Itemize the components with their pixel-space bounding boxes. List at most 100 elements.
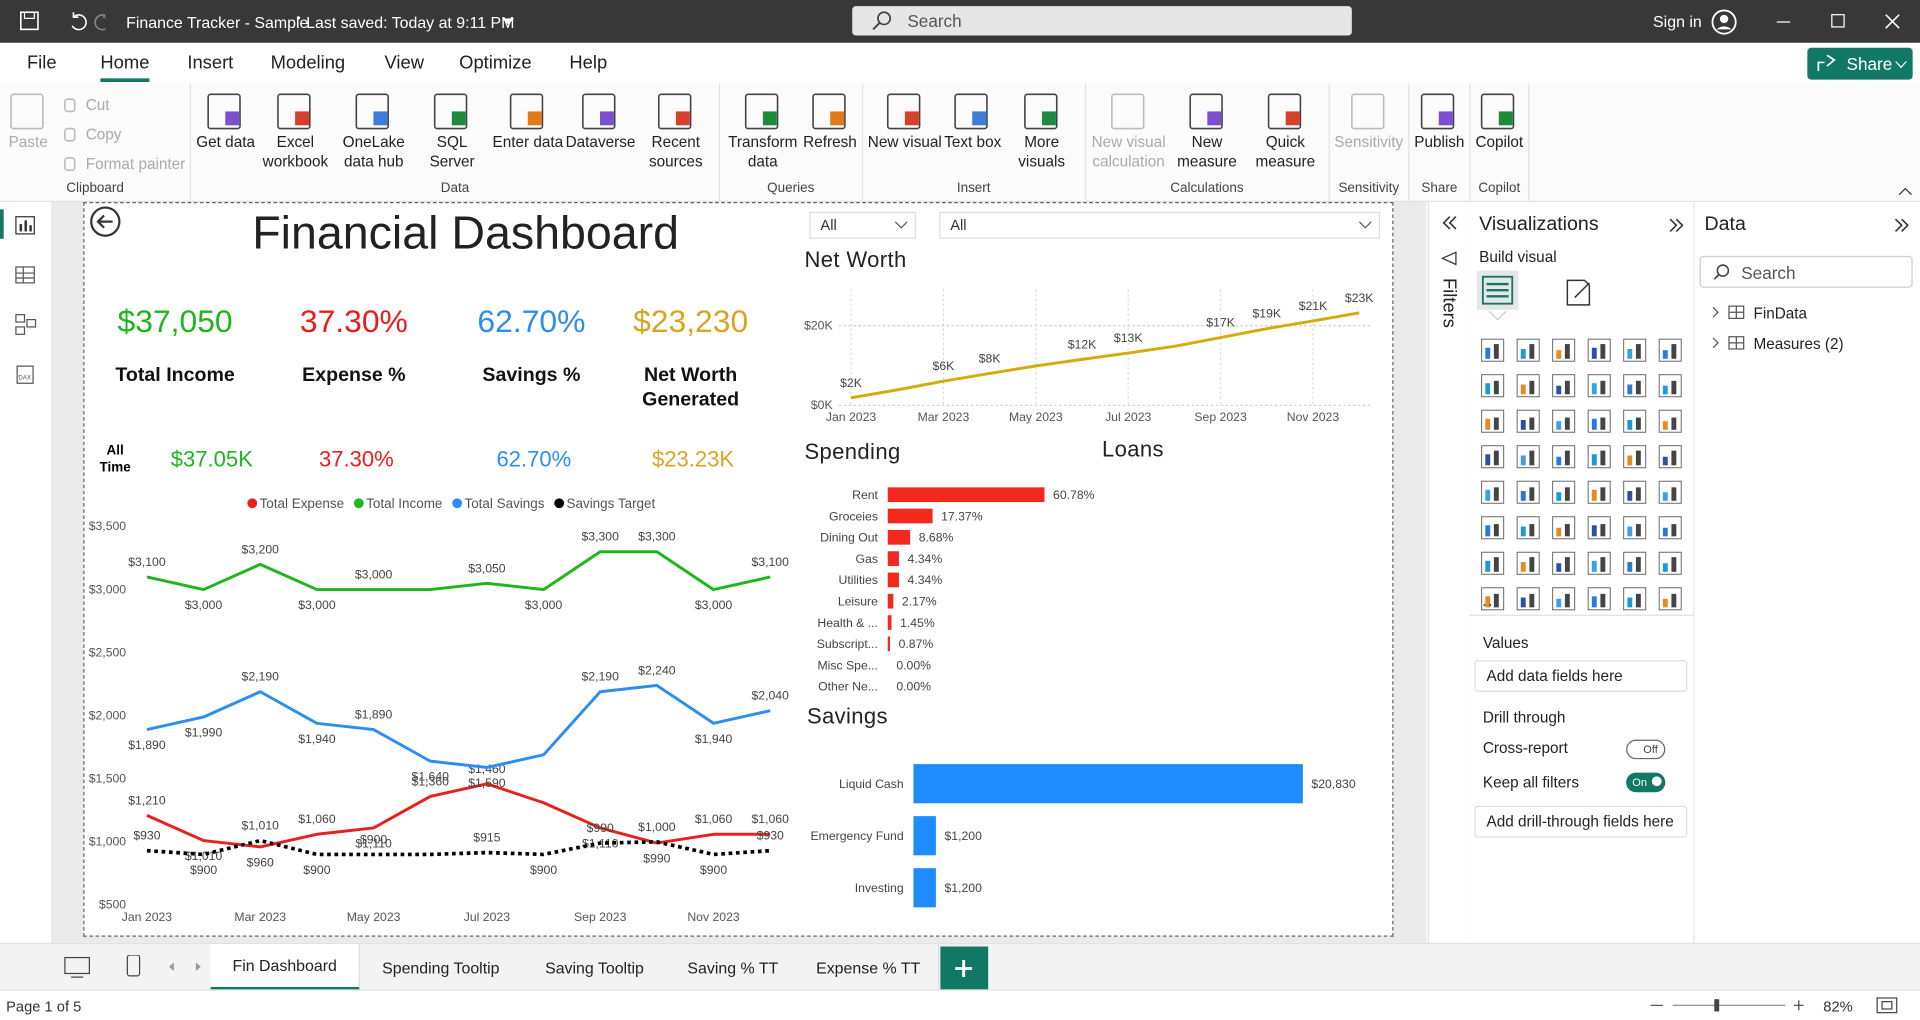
visual-icon[interactable] [1552,480,1576,504]
ribbon-button[interactable]: Enter data [493,91,563,182]
visual-icon[interactable] [1658,587,1682,611]
visual-icon[interactable] [1516,480,1540,504]
visual-icon[interactable] [1658,551,1682,575]
visual-icon[interactable] [1516,516,1540,540]
visual-icon[interactable] [1623,516,1647,540]
visual-icon[interactable] [1552,516,1576,540]
ribbon-button[interactable]: Publish [1414,91,1464,182]
visual-icon[interactable] [1658,445,1682,469]
visual-icon[interactable] [1516,551,1540,575]
add-page[interactable] [940,946,989,991]
page-tab[interactable]: Fin Dashboard [210,944,361,991]
menu-tab[interactable]: Optimize [459,52,532,74]
dropdown-arrow[interactable] [502,17,515,27]
page-tab[interactable]: Saving Tooltip [521,944,669,991]
visual-icon[interactable] [1552,338,1576,362]
small-button[interactable]: Copy [61,120,185,149]
visual-icon[interactable] [1481,445,1505,469]
visual-icon[interactable] [1552,587,1576,611]
toggle-on[interactable]: On [1626,772,1666,793]
ribbon-button[interactable]: Dataverse [566,91,635,182]
collapse-ribbon[interactable] [1898,186,1913,196]
ribbon-button[interactable]: Text box [944,91,1001,182]
ribbon-button[interactable]: Paste [5,91,52,182]
collapse-icon[interactable] [1441,216,1458,231]
visual-icon[interactable] [1481,480,1505,504]
menu-tab[interactable]: Insert [187,52,234,74]
ribbon-button[interactable]: Refresh [803,91,857,182]
visual-icon[interactable] [1623,480,1647,504]
visual-icon[interactable] [1587,374,1611,398]
ribbon-button[interactable]: New measure [1169,91,1245,182]
visual-icon[interactable] [1516,587,1540,611]
menu-tab[interactable]: Help [569,52,608,74]
visual-icon[interactable] [1481,338,1505,362]
visual-icon[interactable] [1623,374,1647,398]
ribbon-button[interactable]: New visual calculation [1091,91,1167,182]
visual-icon[interactable] [1481,551,1505,575]
table-name[interactable]: FinData [1753,304,1808,323]
avatar[interactable] [1711,9,1738,36]
visual-icon[interactable] [1516,445,1540,469]
visual-icon[interactable] [1552,409,1576,433]
visual-icon[interactable] [1552,551,1576,575]
ribbon-button[interactable]: Quick measure [1247,91,1323,182]
build-mode-icons[interactable] [1476,270,1612,325]
menu-tab[interactable]: File [26,52,57,74]
visual-icon[interactable] [1658,338,1682,362]
visual-icon[interactable] [1623,338,1647,362]
menu-tab[interactable]: Modeling [270,52,346,74]
ribbon-button[interactable]: SQL Server [414,91,490,182]
visual-icon[interactable] [1623,587,1647,611]
search-box[interactable]: Search [852,6,1352,36]
visual-icon[interactable] [1587,551,1611,575]
visual-icon[interactable] [1587,587,1611,611]
visual-icon[interactable] [1587,445,1611,469]
ribbon-button[interactable]: More visuals [1004,91,1080,182]
drop-well[interactable]: Add drill-through fields here [1474,805,1688,838]
menu-tab[interactable]: Home [100,52,150,74]
ribbon-button[interactable]: OneLake data hub [336,91,412,182]
visual-icon[interactable] [1481,587,1505,611]
visual-icon[interactable] [1481,516,1505,540]
expand-icon[interactable] [1893,218,1910,233]
page-tab[interactable]: Spending Tooltip [360,944,523,991]
share-button[interactable]: Share [1807,47,1913,80]
window-controls[interactable] [1776,12,1911,32]
page-tab[interactable]: Expense % TT [798,944,940,991]
visual-icon[interactable] [1623,551,1647,575]
visual-icon[interactable] [1658,516,1682,540]
small-button[interactable]: Format painter [61,149,185,178]
visual-icon[interactable] [1587,480,1611,504]
visual-icon[interactable] [1658,374,1682,398]
visual-icon[interactable] [1516,338,1540,362]
drop-well[interactable]: Add data fields here [1474,660,1688,692]
menu-tab[interactable]: View [384,52,424,74]
ribbon-button[interactable]: Transform data [725,91,801,182]
visual-icon[interactable] [1552,374,1576,398]
visual-icon[interactable] [1658,409,1682,433]
page-tab[interactable]: Saving % TT [667,944,800,991]
ribbon-button[interactable]: New visual [868,91,942,182]
visual-icon[interactable] [1587,516,1611,540]
ribbon-button[interactable]: Excel workbook [257,91,333,182]
visual-icon[interactable] [1587,409,1611,433]
ribbon-button[interactable]: Sensitivity [1334,91,1403,182]
small-button[interactable]: Cut [61,91,185,120]
visual-icon[interactable] [1516,374,1540,398]
fit-page-icon[interactable] [1876,997,1898,1014]
zoom-slider[interactable] [1650,997,1804,1014]
visual-icon[interactable] [1481,374,1505,398]
visual-icon[interactable] [1552,445,1576,469]
file-name[interactable]: Finance Tracker - Sample [126,13,309,32]
back-button[interactable] [88,204,122,238]
toggle-off[interactable]: Off [1626,739,1666,760]
visual-icon[interactable] [1623,445,1647,469]
data-search[interactable]: Search [1699,255,1913,288]
tab-nav-icons[interactable] [64,955,211,979]
visual-icon[interactable] [1623,409,1647,433]
ribbon-button[interactable]: Recent sources [638,91,714,182]
visual-icon[interactable] [1658,480,1682,504]
visual-icon[interactable] [1587,338,1611,362]
visual-icon[interactable] [1481,409,1505,433]
